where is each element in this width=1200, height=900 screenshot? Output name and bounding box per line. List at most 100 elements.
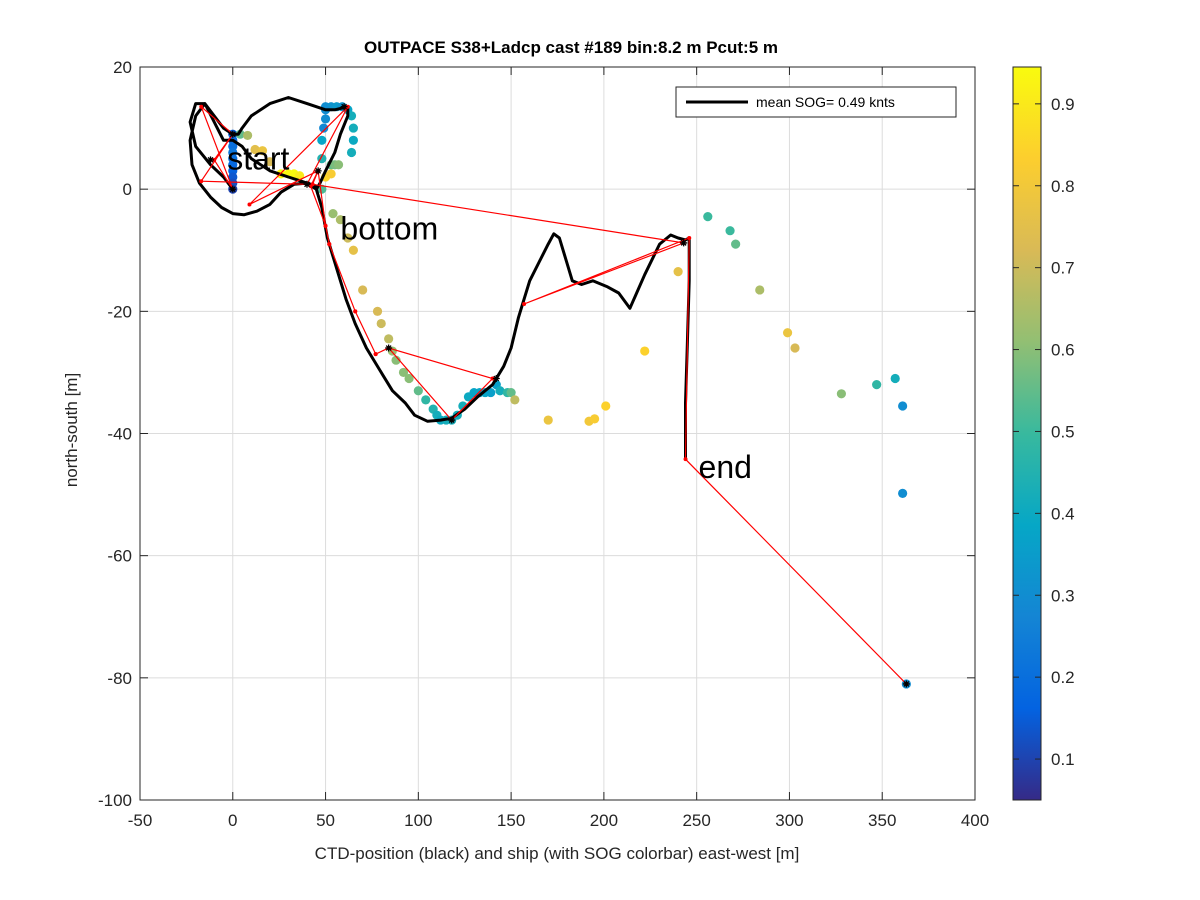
ship-sog-point bbox=[543, 415, 553, 425]
ship-sog-point bbox=[413, 386, 423, 396]
x-tick-label: 400 bbox=[961, 811, 989, 830]
ship-sog-point bbox=[590, 414, 600, 424]
ship-sog-point bbox=[398, 367, 409, 378]
ship-sog-point bbox=[725, 226, 735, 236]
ctd-position-marker bbox=[448, 416, 456, 424]
ship-sog-point bbox=[898, 401, 908, 411]
y-axis-label: north-south [m] bbox=[62, 373, 81, 487]
ship-track-marker bbox=[490, 376, 495, 381]
ship-sog-point bbox=[384, 334, 394, 344]
x-axis-label: CTD-position (black) and ship (with SOG … bbox=[315, 844, 800, 863]
ship-sog-point bbox=[346, 147, 357, 158]
ship-track-marker bbox=[373, 352, 378, 357]
ctd-position-marker bbox=[303, 180, 311, 188]
ship-sog-point bbox=[836, 389, 847, 399]
ship-sog-point bbox=[317, 135, 327, 145]
colorbar-tick-label: 0.7 bbox=[1051, 259, 1075, 278]
ship-track-marker bbox=[687, 236, 692, 241]
ship-sog-point bbox=[510, 395, 520, 405]
ctd-position-marker bbox=[207, 156, 215, 164]
ship-sog-point bbox=[333, 160, 344, 170]
ctd-position-marker bbox=[385, 344, 393, 352]
ship-sog-point bbox=[755, 285, 765, 295]
axis-ticks: -50 0 50 100 150 200 250 300 350 400-100-80-60-40… bbox=[98, 58, 989, 830]
y-tick-label: -80 bbox=[107, 669, 132, 688]
legend: mean SOG= 0.49 knts bbox=[675, 86, 957, 118]
ctd-position-marker bbox=[492, 375, 500, 383]
ship-sog-point bbox=[731, 239, 741, 249]
y-tick-label: -100 bbox=[98, 791, 132, 810]
ship-sog-point bbox=[376, 318, 386, 329]
colorbar-tick-label: 0.8 bbox=[1051, 177, 1075, 196]
ship-sog-point bbox=[890, 373, 900, 384]
ship-sog-point bbox=[326, 169, 336, 179]
x-tick-label: -50 bbox=[128, 811, 153, 830]
ship-sog-point bbox=[790, 343, 800, 353]
y-tick-label: -60 bbox=[107, 547, 132, 566]
ctd-position-marker bbox=[902, 680, 910, 688]
ship-sog-point bbox=[703, 212, 713, 222]
colorbar-tick-label: 0.2 bbox=[1051, 668, 1075, 687]
ship-sog-point bbox=[235, 129, 245, 139]
ship-sog-point bbox=[506, 387, 516, 398]
x-tick-label: 100 bbox=[404, 811, 432, 830]
ship-track-marker bbox=[212, 157, 217, 162]
ship-sog-point bbox=[343, 233, 353, 243]
ctd-position-marker bbox=[680, 239, 688, 247]
ship-sog-point bbox=[250, 144, 260, 155]
ship-sog-point bbox=[319, 123, 329, 133]
ship-sog-point bbox=[421, 395, 431, 405]
x-tick-label: 150 bbox=[497, 811, 525, 830]
ship-sog-point bbox=[640, 346, 650, 356]
ship-track-marker bbox=[323, 223, 328, 228]
ship-sog-point bbox=[495, 386, 505, 396]
ship-sog-point bbox=[601, 401, 611, 411]
x-tick-label: 50 bbox=[316, 811, 335, 830]
colorbar: 0.1 0.2 0.3 0.4 0.5 0.6 0.7 0.8 0.9 bbox=[1012, 66, 1075, 801]
ship-track-marker bbox=[683, 457, 688, 462]
ship-sog-point bbox=[358, 285, 368, 295]
ship-sog-point bbox=[404, 373, 414, 384]
y-tick-label: 0 bbox=[123, 180, 132, 199]
ctd-track-line bbox=[188, 96, 691, 460]
ctd-position-marker bbox=[229, 185, 237, 193]
ship-sog-point bbox=[335, 215, 345, 225]
x-tick-label: 200 bbox=[590, 811, 618, 830]
y-tick-label: -20 bbox=[107, 302, 132, 321]
y-tick-label: 20 bbox=[113, 58, 132, 77]
ship-sog-point bbox=[294, 171, 305, 181]
ship-track-marker bbox=[345, 104, 350, 109]
ship-sog-point bbox=[391, 355, 401, 365]
annotation-bottom: bottom bbox=[340, 210, 438, 246]
ship-sog-point bbox=[372, 306, 383, 316]
colorbar-tick-label: 0.4 bbox=[1051, 504, 1075, 523]
annotation-start: start bbox=[227, 141, 289, 177]
ship-sog-point bbox=[898, 488, 908, 498]
annotation-end: end bbox=[699, 449, 752, 485]
ship-sog-point bbox=[320, 114, 331, 124]
ship-track-marker bbox=[353, 309, 358, 314]
ship-sog-point bbox=[348, 123, 358, 133]
ship-sog-point bbox=[243, 130, 253, 141]
ship-track-marker bbox=[247, 202, 252, 207]
ctd-position-marker bbox=[340, 103, 348, 111]
x-tick-label: 0 bbox=[228, 811, 237, 830]
ship-sog-point bbox=[257, 146, 268, 156]
data-layer: start bottom end bbox=[188, 96, 911, 689]
y-tick-label: -40 bbox=[107, 425, 132, 444]
ship-sog-point bbox=[265, 157, 275, 167]
x-tick-label: 250 bbox=[682, 811, 710, 830]
colorbar-tick-label: 0.9 bbox=[1051, 95, 1075, 114]
ship-sog-point bbox=[348, 245, 358, 255]
ship-sog-point bbox=[348, 135, 358, 145]
ship-sog-point bbox=[328, 209, 338, 219]
ctd-position-marker bbox=[229, 130, 237, 138]
ship-sog-point bbox=[317, 184, 327, 194]
ship-sog-point bbox=[782, 328, 793, 338]
colorbar-tick-label: 0.1 bbox=[1051, 750, 1075, 769]
ctd-position-marker bbox=[314, 167, 322, 175]
ship-track-marker bbox=[310, 182, 315, 187]
colorbar-tick-label: 0.5 bbox=[1051, 422, 1075, 441]
legend-label: mean SOG= 0.49 knts bbox=[756, 94, 895, 110]
